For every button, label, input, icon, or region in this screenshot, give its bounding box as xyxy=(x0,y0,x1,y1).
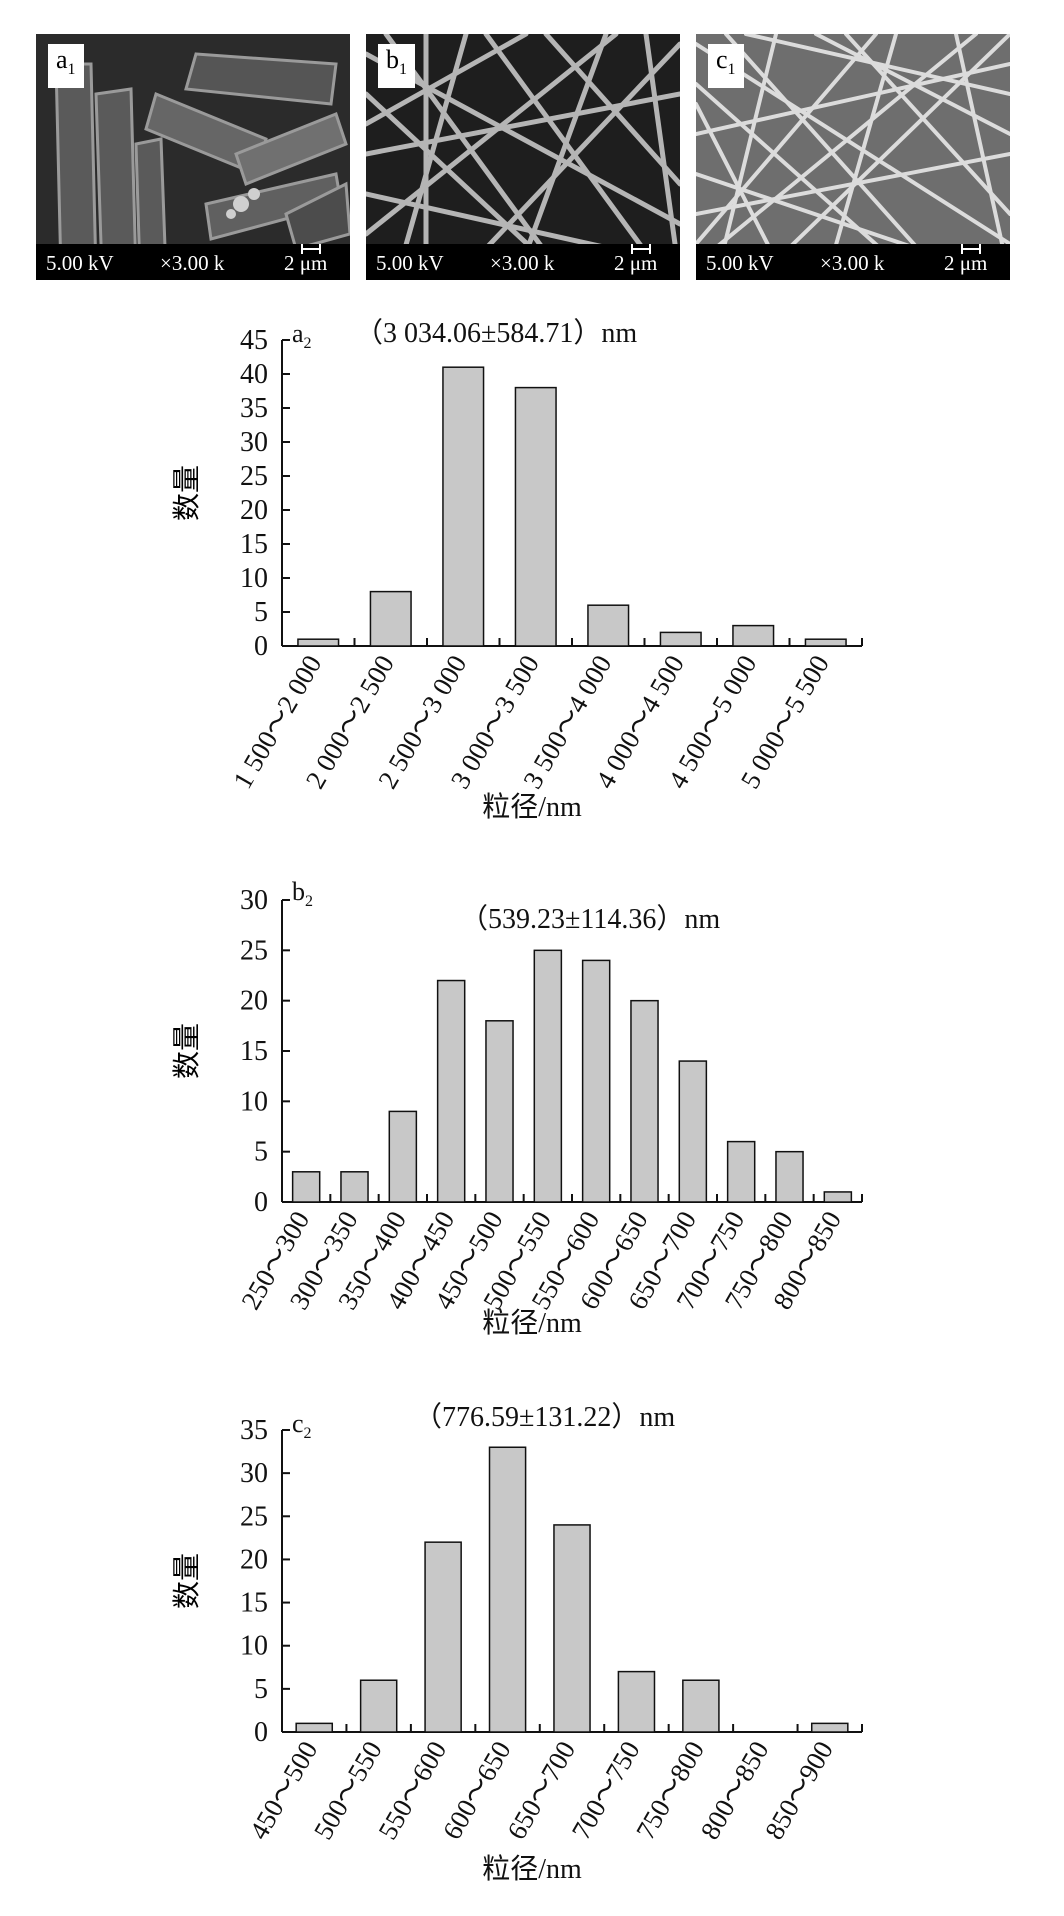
x-axis-label: 粒径/nm xyxy=(482,1853,582,1885)
histogram-bar xyxy=(682,1679,720,1733)
histogram-bar xyxy=(581,959,611,1203)
y-axis-label: 数量 xyxy=(170,465,203,521)
y-tick-label: 35 xyxy=(240,393,268,424)
histogram-bar xyxy=(659,631,702,647)
sem-image-c1: c1 5.00 kV ×3.00 k 2 μm xyxy=(696,34,1010,280)
sem-info-bar: 5.00 kV ×3.00 k 2 μm xyxy=(36,244,350,280)
sem-info-bar: 5.00 kV ×3.00 k 2 μm xyxy=(696,244,1010,280)
sem-texture-fibers xyxy=(366,34,680,280)
x-axis-label: 粒径/nm xyxy=(482,1307,582,1339)
histogram-bar xyxy=(488,1446,527,1733)
y-tick-label: 20 xyxy=(240,1544,268,1575)
histogram-bar xyxy=(359,1679,398,1733)
sem-panel-label: b1 xyxy=(378,44,415,89)
voltage-text: 5.00 kV xyxy=(376,251,444,275)
histogram-bar xyxy=(340,1171,369,1203)
scale-bar-icon xyxy=(301,244,321,254)
y-tick-label: 20 xyxy=(240,495,268,526)
y-tick-label: 10 xyxy=(240,563,268,594)
y-tick-label: 25 xyxy=(240,1501,268,1532)
mean-diameter-title: （3 034.06±584.71）nm xyxy=(355,317,637,349)
y-tick-label: 10 xyxy=(240,1631,268,1662)
scale-text: 2 μm xyxy=(284,251,328,275)
histogram-bar xyxy=(533,949,563,1203)
histogram-bar xyxy=(297,638,340,647)
magnification-text: ×3.00 k xyxy=(820,251,885,275)
y-tick-label: 30 xyxy=(240,885,268,916)
histogram-bar xyxy=(775,1150,804,1203)
mean-diameter-title: （539.23±114.36）nm xyxy=(460,903,720,935)
y-tick-label: 15 xyxy=(240,1036,268,1067)
histogram-bar xyxy=(804,638,847,647)
y-tick-label: 5 xyxy=(254,1674,268,1705)
y-axis-label: 数量 xyxy=(170,1023,203,1079)
scale-bar-icon xyxy=(631,244,651,254)
voltage-text: 5.00 kV xyxy=(706,251,774,275)
sem-image-b1: b1 5.00 kV ×3.00 k 2 μm xyxy=(366,34,680,280)
histogram-bar xyxy=(295,1722,334,1733)
y-tick-label: 15 xyxy=(240,1588,268,1619)
histogram-bar xyxy=(291,1171,321,1203)
histogram-bar xyxy=(514,386,557,647)
histogram-svg: 05101520253035450～500500～550550～600600～6… xyxy=(170,1401,863,1885)
panel-label: b2 xyxy=(292,877,313,910)
scale-text: 2 μm xyxy=(614,251,658,275)
scale-text: 2 μm xyxy=(944,251,988,275)
histogram-bar xyxy=(388,1110,418,1203)
histogram-bar xyxy=(587,604,630,647)
y-tick-label: 5 xyxy=(254,597,268,628)
y-tick-label: 25 xyxy=(240,935,268,966)
y-tick-label: 0 xyxy=(254,631,268,662)
histogram-bar xyxy=(424,1541,462,1733)
magnification-text: ×3.00 k xyxy=(160,251,225,275)
panel-label: c2 xyxy=(292,1409,312,1442)
histogram-b2: 0 5 10 15 20 25 30 250～300 300～350 350～400 400～450… xyxy=(0,870,1064,1370)
y-tick-label: 20 xyxy=(240,986,268,1017)
x-axis-label: 粒径/nm xyxy=(482,791,582,823)
mean-diameter-title: （776.59±131.22）nm xyxy=(414,1401,675,1433)
histogram-bar xyxy=(810,1722,849,1733)
histogram-bar xyxy=(726,1140,756,1203)
histogram-bar xyxy=(436,979,466,1203)
y-tick-label: 35 xyxy=(240,1415,268,1446)
magnification-text: ×3.00 k xyxy=(490,251,555,275)
scale-bar-icon xyxy=(961,244,981,254)
y-tick-label: 40 xyxy=(240,359,268,390)
histogram-c2: 0 5 10 15 20 25 30 35 450～500 500～550 550～600 600～6… xyxy=(0,1400,1064,1916)
y-tick-label: 15 xyxy=(240,529,268,560)
histogram-bar xyxy=(678,1060,708,1203)
y-tick-label: 10 xyxy=(240,1086,268,1117)
y-tick-label: 45 xyxy=(240,325,268,356)
voltage-text: 5.00 kV xyxy=(46,251,114,275)
y-tick-label: 0 xyxy=(254,1187,268,1218)
sem-panel-label: a1 xyxy=(48,44,84,89)
histogram-a2: 0 5 10 15 20 25 30 35 40 45 1 500～2 000 2 000～2 500… xyxy=(0,310,1064,850)
sem-image-a1: a1 5.00 kV ×3.00 k 2 μm xyxy=(36,34,350,280)
histogram-bar xyxy=(369,590,412,647)
histogram-bar xyxy=(617,1670,656,1733)
y-tick-label: 0 xyxy=(254,1717,268,1748)
histogram-svg: 051015202530250～300300～350350～400400～450… xyxy=(170,877,863,1339)
histogram-bar xyxy=(732,624,775,647)
y-axis-label: 数量 xyxy=(170,1553,203,1609)
panel-label: a2 xyxy=(292,319,312,352)
histogram-bar xyxy=(553,1524,591,1733)
histogram-bar xyxy=(485,1020,514,1203)
sem-info-bar: 5.00 kV ×3.00 k 2 μm xyxy=(366,244,680,280)
y-tick-label: 30 xyxy=(240,427,268,458)
histogram-bar xyxy=(442,366,485,647)
y-tick-label: 30 xyxy=(240,1458,268,1489)
y-tick-label: 25 xyxy=(240,461,268,492)
y-tick-label: 5 xyxy=(254,1137,268,1168)
histogram-bar xyxy=(823,1191,853,1203)
histogram-bar xyxy=(630,999,659,1203)
sem-panel-label: c1 xyxy=(708,44,744,89)
